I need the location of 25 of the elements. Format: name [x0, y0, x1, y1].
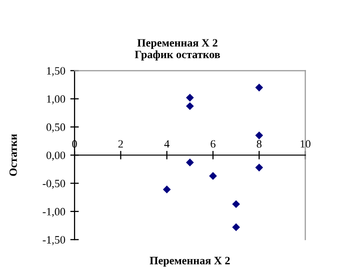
- point: [256, 132, 263, 140]
- point: [186, 94, 194, 102]
- x-tick-label: 2: [118, 140, 123, 148]
- x-tick-label: 10: [300, 140, 310, 148]
- y-tick-label: -1,00: [42, 208, 66, 218]
- y-tick-label: -0,50: [42, 180, 66, 189]
- point: [163, 186, 170, 194]
- y-tick-label: 0,50: [46, 123, 66, 133]
- x-axis-title: Переменная Х 2: [150, 256, 230, 267]
- y-tick-label: 0,00: [46, 152, 66, 161]
- y-axis-title: Остатки: [9, 134, 17, 176]
- point: [256, 84, 263, 92]
- y-tick-label: 1,00: [47, 95, 66, 104]
- point: [232, 224, 240, 231]
- point: [209, 172, 217, 180]
- chart-title: Переменная Х 2 График остатков: [134, 39, 220, 60]
- point: [256, 164, 263, 172]
- point: [186, 158, 194, 166]
- point: [186, 102, 194, 110]
- x-tick-label: 6: [210, 140, 216, 148]
- point: [232, 200, 240, 208]
- x-tick-label: 8: [256, 140, 262, 148]
- y-tick-label: -1,50: [42, 236, 66, 246]
- x-tick-label: 4: [164, 140, 170, 148]
- y-tick-label: 1,50: [47, 67, 66, 76]
